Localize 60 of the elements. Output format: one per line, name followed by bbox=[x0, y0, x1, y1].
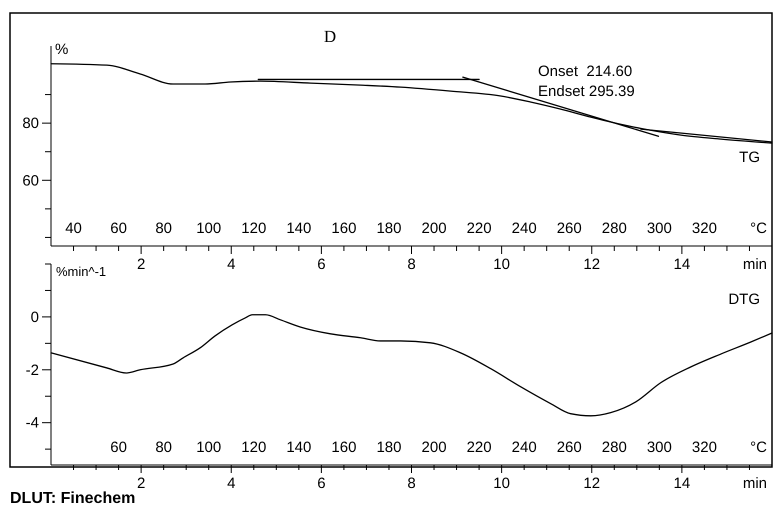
x-tick-label: 12 bbox=[583, 475, 600, 492]
x2-tick-label: 300 bbox=[646, 439, 672, 456]
x2-tick-label: 180 bbox=[376, 439, 402, 456]
text: DLUT: Finechem bbox=[10, 490, 136, 507]
x-tick-label: 6 bbox=[317, 475, 326, 492]
series-label: TG bbox=[739, 149, 760, 166]
x-axis-title: min bbox=[742, 475, 767, 492]
x2-tick-label: 120 bbox=[241, 439, 266, 456]
annotation: Onset 214.60 bbox=[538, 63, 632, 80]
x-tick-label: 6 bbox=[317, 256, 326, 273]
x-tick-label: 10 bbox=[493, 256, 510, 273]
x2-tick-label: 40 bbox=[65, 220, 82, 237]
x2-tick-label: 160 bbox=[331, 220, 356, 237]
x2-tick-label: 100 bbox=[196, 220, 222, 237]
x2-tick-label: 280 bbox=[602, 439, 627, 456]
y-tick-label: -2 bbox=[26, 362, 39, 379]
x2-tick-label: 260 bbox=[556, 439, 582, 456]
x2-tick-label: 120 bbox=[241, 220, 266, 237]
series-label: DTG bbox=[728, 291, 760, 308]
x2-tick-label: 260 bbox=[556, 220, 582, 237]
x2-axis-title: °C bbox=[750, 220, 768, 237]
y-axis-title: % bbox=[55, 41, 68, 58]
x-tick-label: 8 bbox=[407, 475, 416, 492]
x2-tick-label: 180 bbox=[376, 220, 402, 237]
x2-tick-label: 80 bbox=[155, 220, 172, 237]
x2-tick-label: 100 bbox=[196, 439, 222, 456]
x-tick-label: 12 bbox=[583, 256, 600, 273]
y-tick-label: 80 bbox=[22, 115, 39, 132]
x-tick-label: 14 bbox=[674, 256, 690, 273]
x2-tick-label: 60 bbox=[110, 439, 127, 456]
x-tick-label: 2 bbox=[136, 475, 146, 492]
x-tick-label: 4 bbox=[227, 256, 236, 273]
x2-tick-label: 280 bbox=[602, 220, 627, 237]
x2-tick-label: 240 bbox=[512, 439, 537, 456]
x2-tick-label: 220 bbox=[466, 439, 492, 456]
x2-axis-title: °C bbox=[750, 439, 768, 456]
x2-tick-label: 200 bbox=[422, 220, 447, 237]
y-tick-label: 0 bbox=[30, 308, 39, 326]
y-tick-label: 60 bbox=[22, 172, 39, 190]
x-tick-label: 14 bbox=[674, 475, 690, 492]
x2-tick-label: 220 bbox=[466, 220, 492, 237]
x-tick-label: 8 bbox=[407, 256, 416, 273]
annotation: Endset 295.39 bbox=[538, 83, 635, 100]
y-axis-title: %min^-1 bbox=[56, 264, 106, 279]
x2-tick-label: 200 bbox=[422, 439, 447, 456]
x2-tick-label: 80 bbox=[155, 439, 172, 456]
x2-tick-label: 300 bbox=[646, 220, 672, 237]
x-tick-label: 10 bbox=[493, 475, 510, 492]
y-tick-label: -4 bbox=[26, 414, 39, 432]
x-axis-title: min bbox=[742, 256, 767, 273]
x2-tick-label: 140 bbox=[286, 220, 312, 237]
x-tick-label: 2 bbox=[136, 256, 146, 273]
x2-tick-label: 60 bbox=[110, 220, 127, 237]
x2-tick-label: 240 bbox=[512, 220, 537, 237]
x2-tick-label: 320 bbox=[692, 439, 717, 456]
x2-tick-label: 140 bbox=[286, 439, 312, 456]
x2-tick-label: 160 bbox=[331, 439, 356, 456]
x-tick-label: 4 bbox=[227, 475, 236, 492]
x2-tick-label: 320 bbox=[692, 220, 717, 237]
chart-title: D bbox=[324, 27, 336, 46]
